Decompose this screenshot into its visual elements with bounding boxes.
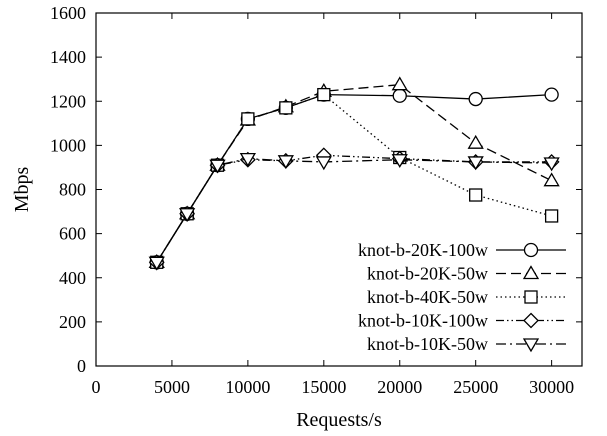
triangle-down-marker (178, 208, 196, 223)
y-axis-ticks: 0 200 400 600 800 1000 1200 1400 1600 (50, 3, 582, 376)
plot-frame (95, 12, 583, 367)
triangle-down-marker (277, 155, 294, 170)
circle-marker (544, 87, 559, 102)
square-marker (544, 209, 559, 223)
x-tick-label: 25000 (453, 377, 498, 397)
legend-label: knot-b-40K-50w (367, 287, 488, 307)
legend-label: knot-b-10K-100w (358, 311, 488, 331)
legend-label: knot-b-20K-100w (358, 240, 488, 260)
y-tick-label: 400 (59, 268, 86, 288)
x-tick-label: 30000 (529, 377, 574, 397)
series-knot-b-20K-50w (148, 76, 560, 268)
legend-entry: knot-b-20K-100w (358, 240, 566, 260)
square-marker (317, 87, 331, 102)
x-tick-label: 0 (92, 377, 101, 397)
circle-marker (392, 88, 407, 103)
triangle-down-marker (391, 154, 408, 169)
triangle-down-marker (543, 157, 560, 172)
series-line (156, 157, 552, 263)
triangle-down-marker (467, 156, 484, 171)
y-tick-label: 800 (59, 180, 86, 200)
y-tick-label: 200 (59, 312, 86, 332)
legend-label: knot-b-10K-50w (367, 334, 488, 354)
legend-entry: knot-b-20K-50w (367, 264, 566, 284)
series-line (156, 84, 552, 263)
square-marker (469, 188, 483, 202)
legend-entry: knot-b-10K-100w (358, 311, 566, 331)
triangle-down-marker (522, 338, 540, 353)
triangle-down-marker (315, 156, 332, 171)
triangle-up-marker (391, 76, 408, 91)
series-knot-b-10K-100w (148, 147, 560, 271)
y-tick-label: 1200 (50, 91, 86, 111)
x-axis-ticks: 0 5000 10000 15000 20000 25000 30000 (92, 13, 574, 397)
square-marker (241, 112, 255, 126)
diamond-marker (523, 312, 539, 329)
x-tick-label: 15000 (301, 377, 346, 397)
y-tick-label: 600 (59, 224, 86, 244)
series-knot-b-10K-50w (148, 152, 560, 271)
triangle-up-marker (467, 134, 484, 149)
triangle-up-marker (522, 265, 540, 280)
y-tick-label: 0 (77, 356, 86, 376)
circle-marker (523, 242, 539, 258)
triangle-down-marker (239, 152, 257, 167)
triangle-up-marker (543, 172, 560, 187)
square-marker (524, 290, 538, 304)
x-axis-label: Requests/s (296, 409, 382, 431)
x-tick-label: 20000 (377, 377, 422, 397)
triangle-down-marker (209, 159, 226, 174)
series-knot-b-20K-100w (149, 87, 559, 270)
plot-border (95, 12, 583, 367)
legend-label: knot-b-20K-50w (367, 264, 488, 284)
y-tick-label: 1400 (50, 47, 86, 67)
legend-entry: knot-b-40K-50w (367, 287, 566, 307)
square-marker (279, 101, 293, 115)
x-tick-label: 5000 (154, 377, 190, 397)
x-tick-label: 10000 (225, 377, 270, 397)
legend: knot-b-20K-100w knot-b-20K-50w knot-b-40K-… (358, 240, 566, 354)
circle-marker (468, 91, 483, 107)
y-tick-label: 1000 (50, 135, 86, 155)
series-layer (148, 76, 560, 271)
series-line (156, 93, 552, 263)
y-axis-label: Mbps (11, 167, 33, 213)
series-knot-b-40K-50w (150, 87, 559, 269)
y-tick-label: 1600 (50, 3, 86, 23)
triangle-down-marker (148, 256, 165, 271)
legend-entry: knot-b-10K-50w (367, 334, 566, 354)
